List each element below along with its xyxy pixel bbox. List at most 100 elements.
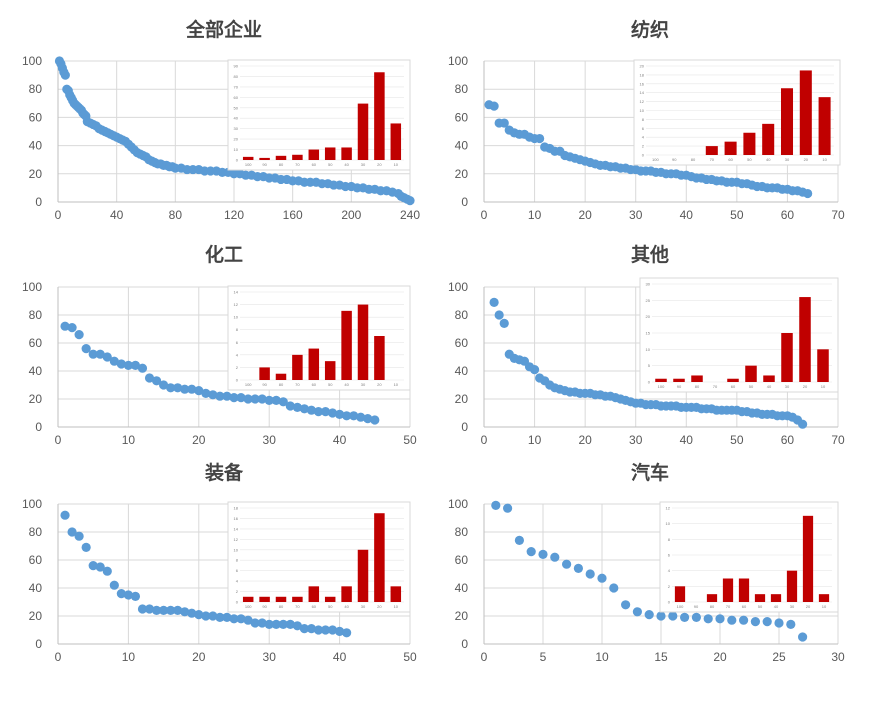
x-tick-label: 70 bbox=[831, 208, 845, 222]
inset-y-tick-label: 90 bbox=[234, 64, 239, 69]
scatter-point bbox=[491, 500, 501, 510]
inset-bar bbox=[799, 297, 811, 382]
inset-x-tick-label: 10 bbox=[394, 162, 399, 167]
scatter-point bbox=[573, 563, 584, 574]
y-tick-label: 100 bbox=[448, 54, 468, 68]
scatter-point bbox=[222, 391, 232, 401]
scatter-point bbox=[278, 397, 288, 407]
scatter-point bbox=[285, 619, 295, 630]
inset-bar bbox=[341, 147, 352, 160]
inset-x-tick-label: 100 bbox=[245, 382, 252, 387]
scatter-point bbox=[306, 405, 317, 415]
inset-bar bbox=[691, 375, 703, 382]
scatter-point bbox=[499, 118, 509, 128]
scatter-point bbox=[95, 349, 105, 359]
scatter-point bbox=[130, 591, 141, 602]
x-tick-label: 0 bbox=[55, 433, 62, 447]
scatter-point bbox=[264, 395, 274, 405]
inset-x-tick-label: 100 bbox=[245, 162, 252, 167]
inset-y-tick-label: 0 bbox=[236, 158, 239, 163]
y-tick-label: 100 bbox=[22, 54, 42, 68]
y-tick-label: 40 bbox=[29, 581, 43, 595]
inset-y-tick-label: 20 bbox=[234, 137, 239, 142]
scatter-point bbox=[102, 352, 112, 362]
x-tick-label: 0 bbox=[55, 650, 62, 664]
inset-x-tick-label: 100 bbox=[245, 604, 252, 609]
y-tick-label: 20 bbox=[455, 167, 469, 181]
x-tick-label: 80 bbox=[169, 208, 183, 222]
inset-x-tick-label: 20 bbox=[377, 162, 382, 167]
scatter-point bbox=[342, 628, 352, 638]
y-tick-label: 80 bbox=[29, 308, 43, 322]
y-tick-label: 0 bbox=[461, 420, 468, 434]
scatter-point bbox=[236, 614, 246, 624]
scatter-point bbox=[327, 408, 338, 418]
y-tick-label: 0 bbox=[461, 195, 468, 209]
inset-bar bbox=[308, 348, 320, 380]
scatter-point bbox=[74, 531, 84, 541]
inset-x-tick-label: 90 bbox=[672, 157, 677, 162]
inset-bar bbox=[727, 378, 739, 382]
scatter-point bbox=[257, 394, 267, 404]
scatter-point bbox=[703, 614, 713, 624]
inset-y-tick-label: 60 bbox=[234, 95, 239, 100]
inset-y-tick-label: 25 bbox=[646, 298, 651, 303]
scatter-point bbox=[370, 415, 380, 425]
inset-x-tick-label: 30 bbox=[790, 604, 795, 609]
inset-bar bbox=[770, 594, 782, 602]
inset-x-tick-label: 60 bbox=[312, 162, 317, 167]
inset-bar bbox=[259, 367, 270, 380]
x-tick-label: 40 bbox=[333, 433, 347, 447]
chart-panel: 装备 0 10 20 30 40 50 0 20 40 60 80 100 0 2 4 6 8 10 12 14 16 18… bbox=[22, 461, 417, 664]
scatter-point bbox=[691, 612, 702, 623]
inset-x-tick-label: 30 bbox=[361, 162, 366, 167]
y-tick-label: 80 bbox=[29, 525, 43, 539]
inset-bar bbox=[275, 373, 287, 380]
y-tick-label: 0 bbox=[35, 420, 42, 434]
inset-y-tick-label: 18 bbox=[234, 506, 239, 511]
scatter-point bbox=[215, 391, 225, 401]
inset-x-tick-label: 80 bbox=[691, 157, 696, 162]
chart-panel: 纺织 0 10 20 30 40 50 60 70 0 20 40 60 80 100 0 2 4 6 8 10 12 14… bbox=[448, 18, 845, 222]
scatter-point bbox=[405, 195, 415, 206]
inset-x-tick-label: 60 bbox=[312, 604, 317, 609]
scatter-point bbox=[88, 561, 98, 571]
inset-bar bbox=[763, 375, 775, 382]
inset-y-tick-label: 16 bbox=[640, 81, 645, 86]
inset-bar bbox=[374, 513, 385, 602]
y-tick-label: 60 bbox=[29, 110, 43, 124]
scatter-point bbox=[116, 589, 126, 599]
scatter-point bbox=[123, 590, 133, 600]
y-tick-label: 40 bbox=[455, 364, 469, 378]
y-tick-label: 60 bbox=[455, 553, 469, 567]
inset-x-tick-label: 40 bbox=[344, 382, 349, 387]
scatter-point bbox=[208, 390, 218, 400]
inset-bar bbox=[706, 594, 718, 602]
inset-bar bbox=[817, 349, 829, 382]
scatter-point bbox=[668, 611, 678, 621]
scatter-point bbox=[243, 394, 253, 404]
chart-panel: 化工 0 10 20 30 40 50 0 20 40 60 80 100 0 2 4 6 8 10 12 14 100 9… bbox=[22, 243, 417, 447]
inset-x-tick-label: 60 bbox=[731, 384, 736, 389]
inset-bar bbox=[818, 97, 831, 155]
inset-bar bbox=[738, 578, 750, 602]
inset-x-tick-label: 70 bbox=[295, 604, 300, 609]
inset-y-tick-label: 4 bbox=[668, 568, 671, 573]
inset-bar-chart: 0 2 4 6 8 10 12 100 90 80 70 60 50 40 30 20 10 bbox=[659, 501, 839, 613]
scatter-point bbox=[166, 605, 176, 616]
inset-y-tick-label: 2 bbox=[668, 584, 671, 589]
scatter-point bbox=[774, 618, 784, 628]
inset-x-tick-label: 20 bbox=[803, 384, 808, 389]
inset-y-tick-label: 0 bbox=[236, 378, 239, 383]
scatter-point bbox=[159, 605, 169, 616]
scatter-point bbox=[109, 580, 119, 590]
inset-bar bbox=[292, 154, 303, 160]
x-tick-label: 20 bbox=[192, 433, 206, 447]
y-tick-label: 100 bbox=[22, 280, 42, 294]
inset-bar bbox=[324, 361, 336, 380]
y-tick-label: 40 bbox=[455, 581, 469, 595]
y-tick-label: 60 bbox=[455, 110, 469, 124]
scatter-point bbox=[166, 383, 176, 393]
scatter-point bbox=[271, 395, 281, 405]
chart-title: 化工 bbox=[205, 243, 243, 266]
